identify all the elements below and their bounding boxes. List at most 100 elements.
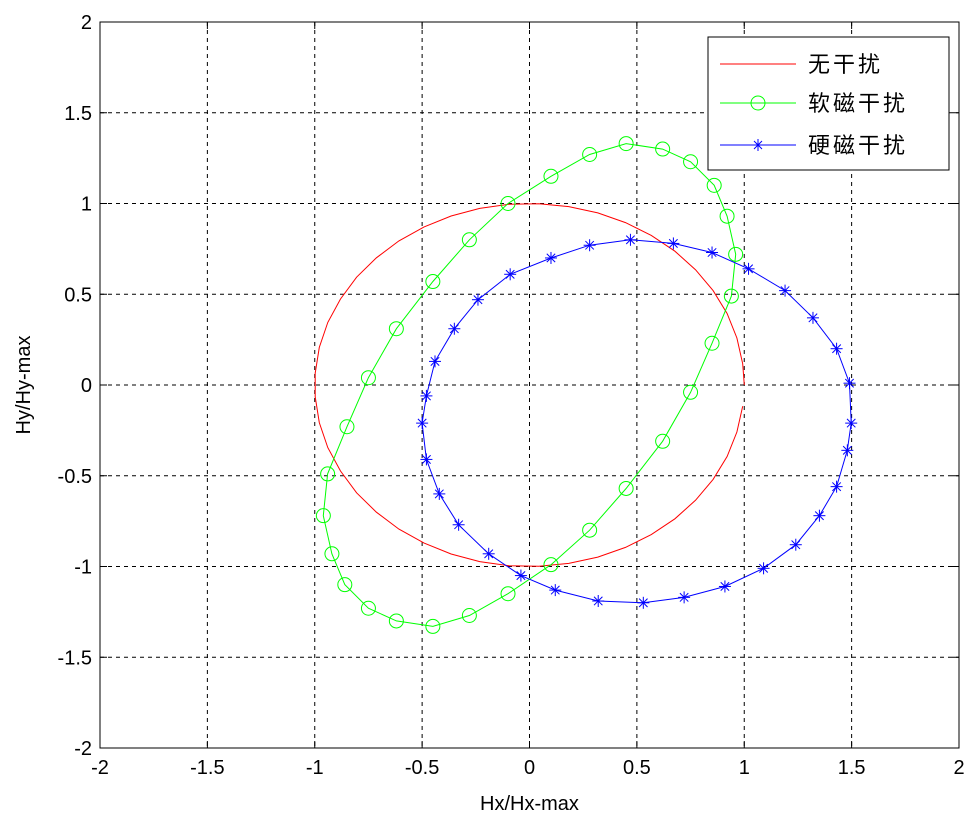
data-point-star [830, 480, 843, 493]
x-tick-label: 0 [524, 757, 535, 779]
x-tick-label: 1 [739, 757, 750, 779]
y-tick-label: -0.5 [58, 466, 92, 488]
data-point-star [583, 239, 596, 252]
data-point-star [806, 311, 819, 324]
y-axis-label: Hy/Hy-max [13, 336, 35, 435]
x-tick-label: 0.5 [623, 757, 651, 779]
legend-marker-2 [750, 95, 766, 111]
series-2 [315, 136, 744, 634]
legend-label-3: 硬磁干扰 [808, 133, 908, 158]
data-point-circle [582, 522, 598, 538]
series-line-1 [314, 203, 745, 567]
series-3 [416, 233, 858, 609]
tick-layer: -2 -1.5 -1 -0.5 0 0.5 1 1.5 2 -2 -1.5 -1 -0.5 0 0.5 1 1.… [58, 12, 965, 779]
data-point-star [429, 355, 442, 368]
data-point-circle [543, 557, 559, 573]
data-point-circle [719, 208, 735, 224]
data-point-star [544, 251, 557, 264]
data-point-circle [543, 168, 559, 184]
data-point-star [452, 518, 465, 531]
data-point-circle [618, 480, 634, 496]
data-point-star [448, 322, 461, 335]
x-tick-label: -2 [91, 757, 109, 779]
data-point-star [420, 453, 433, 466]
data-point-star [482, 547, 495, 560]
x-tick-label: 2 [953, 757, 964, 779]
data-point-star [667, 237, 680, 250]
data-point-star [678, 591, 691, 604]
data-point-circle [618, 136, 634, 152]
data-point-star [433, 487, 446, 500]
data-point-circle [324, 546, 340, 562]
data-point-star [757, 562, 770, 575]
data-point-star [789, 538, 802, 551]
legend-marker-3 [752, 139, 764, 151]
data-point-star [706, 246, 719, 259]
legend-label-1: 无干扰 [808, 52, 883, 77]
data-point-circle [337, 577, 353, 593]
data-point-star [813, 509, 826, 522]
legend-entry-2: 软磁干扰 [720, 91, 908, 116]
data-point-circle [683, 384, 699, 400]
data-point-circle [704, 335, 720, 351]
data-point-star [416, 417, 429, 430]
data-point-star [504, 268, 517, 281]
data-point-circle [388, 613, 404, 629]
data-point-circle [683, 154, 699, 170]
data-point-circle [388, 321, 404, 337]
data-point-circle [315, 508, 331, 524]
y-tick-label: 1 [81, 194, 92, 216]
data-point-circle [723, 288, 739, 304]
data-point-star [592, 594, 605, 607]
y-tick-label: 0 [81, 375, 92, 397]
data-point-circle [728, 246, 744, 262]
x-tick-label: 1.5 [838, 757, 866, 779]
data-point-star [830, 342, 843, 355]
data-point-star [471, 293, 484, 306]
data-point-star [841, 444, 854, 457]
data-point-circle [461, 232, 477, 248]
data-point-star [742, 262, 755, 275]
legend-entry-3: 硬磁干扰 [720, 133, 908, 158]
data-point-circle [360, 600, 376, 616]
legend: 无干扰 软磁干扰 硬磁干扰 [707, 36, 950, 171]
x-tick-label: -1 [306, 757, 324, 779]
series-layer [314, 136, 858, 634]
x-tick-label: -1.5 [190, 757, 224, 779]
y-tick-label: 2 [81, 12, 92, 34]
data-point-circle [339, 419, 355, 435]
x-tick-label: -0.5 [405, 757, 439, 779]
data-point-star [624, 233, 637, 246]
data-point-star [549, 584, 562, 597]
data-point-star [843, 377, 856, 390]
y-tick-label: -1 [74, 557, 92, 579]
series-line-2 [322, 143, 737, 627]
data-point-star [779, 284, 792, 297]
data-point-circle [320, 466, 336, 482]
y-tick-label: -2 [74, 738, 92, 760]
data-point-circle [425, 274, 441, 290]
data-point-circle [655, 433, 671, 449]
data-point-circle [655, 141, 671, 157]
data-point-star [514, 569, 527, 582]
x-axis-label: Hx/Hx-max [480, 793, 579, 815]
legend-label-2: 软磁干扰 [808, 91, 908, 116]
data-point-circle [500, 586, 516, 602]
data-point-star [420, 389, 433, 402]
data-point-circle [706, 177, 722, 193]
series-1 [314, 203, 745, 567]
y-tick-label: -1.5 [58, 647, 92, 669]
data-point-circle [500, 196, 516, 211]
legend-entry-1: 无干扰 [720, 52, 883, 77]
data-point-circle [360, 370, 376, 386]
data-point-circle [582, 146, 598, 162]
data-point-circle [461, 608, 477, 624]
y-tick-label: 1.5 [64, 103, 92, 125]
data-point-star [845, 417, 858, 430]
data-point-star [718, 580, 731, 593]
y-tick-label: 0.5 [64, 284, 92, 306]
data-point-circle [425, 618, 441, 634]
data-point-star [637, 596, 650, 609]
